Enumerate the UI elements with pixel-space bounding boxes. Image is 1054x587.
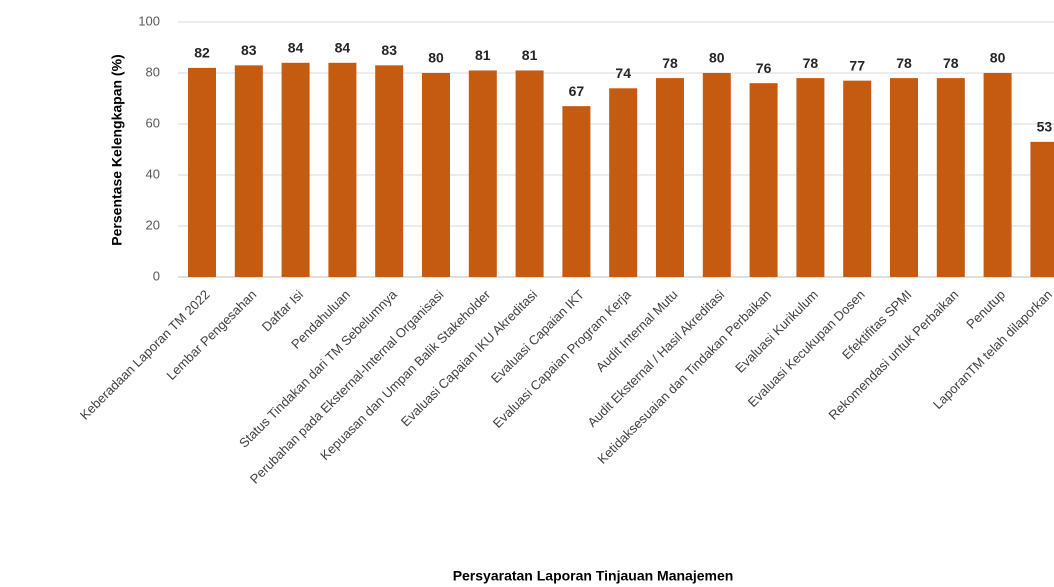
x-tick-label: Penutup bbox=[963, 287, 1008, 332]
bar bbox=[188, 67, 216, 278]
value-label: 81 bbox=[522, 47, 538, 63]
bar bbox=[562, 106, 591, 278]
x-tick-label: Evaluasi Kurikulum bbox=[732, 287, 821, 376]
value-label: 83 bbox=[381, 42, 397, 58]
value-label: 82 bbox=[194, 45, 210, 61]
bar bbox=[515, 70, 544, 277]
bar bbox=[375, 65, 404, 277]
bar bbox=[234, 65, 263, 277]
bar bbox=[843, 80, 872, 278]
value-label: 84 bbox=[335, 40, 351, 56]
bar bbox=[890, 78, 918, 277]
value-label: 84 bbox=[288, 40, 304, 56]
bar bbox=[328, 62, 357, 277]
y-tick-label: 0 bbox=[153, 268, 160, 283]
value-label: 80 bbox=[990, 50, 1006, 66]
bar bbox=[656, 78, 684, 277]
bar bbox=[468, 70, 497, 277]
value-label: 76 bbox=[756, 60, 772, 76]
value-label: 80 bbox=[709, 50, 725, 66]
y-tick-label: 100 bbox=[138, 13, 160, 28]
value-label: 53 bbox=[1037, 119, 1053, 135]
bar bbox=[749, 83, 778, 277]
value-label: 80 bbox=[428, 50, 444, 66]
value-label: 78 bbox=[943, 55, 959, 71]
bar bbox=[796, 78, 825, 277]
x-tick-label: Audit Internal Mutu bbox=[593, 287, 681, 375]
x-tick-label: Evaluasi Capaian IKT bbox=[488, 287, 587, 386]
bar bbox=[983, 73, 1012, 277]
x-axis-title: Persyaratan Laporan Tinjauan Manajemen bbox=[453, 568, 734, 584]
value-label: 77 bbox=[849, 57, 865, 73]
y-tick-label: 80 bbox=[146, 64, 160, 79]
value-label: 74 bbox=[615, 65, 631, 81]
value-label: 83 bbox=[241, 42, 257, 58]
value-label: 78 bbox=[662, 55, 678, 71]
bar bbox=[1030, 141, 1054, 277]
x-tick-label: Kepuasan dan Umpan Balik Stakeholder bbox=[317, 286, 494, 463]
y-tick-label: 60 bbox=[146, 115, 160, 130]
value-label: 78 bbox=[896, 55, 912, 71]
y-axis-title: Persentase Kelengkapan (%) bbox=[109, 54, 125, 245]
bar bbox=[422, 73, 450, 277]
x-tick-label: Lembar Pengesahan bbox=[163, 287, 259, 383]
x-tick-label: Daftar Isi bbox=[259, 287, 306, 334]
value-label: 78 bbox=[803, 55, 819, 71]
y-tick-label: 40 bbox=[146, 166, 160, 181]
value-label: 81 bbox=[475, 47, 491, 63]
bar bbox=[936, 78, 965, 277]
y-tick-label: 20 bbox=[146, 217, 160, 232]
bar bbox=[281, 62, 310, 277]
value-label: 67 bbox=[569, 83, 585, 99]
bar bbox=[609, 88, 638, 277]
bar bbox=[702, 73, 731, 277]
x-tick-label: Ketidaksesuaian dan Tindakan Perbaikan bbox=[594, 287, 774, 467]
